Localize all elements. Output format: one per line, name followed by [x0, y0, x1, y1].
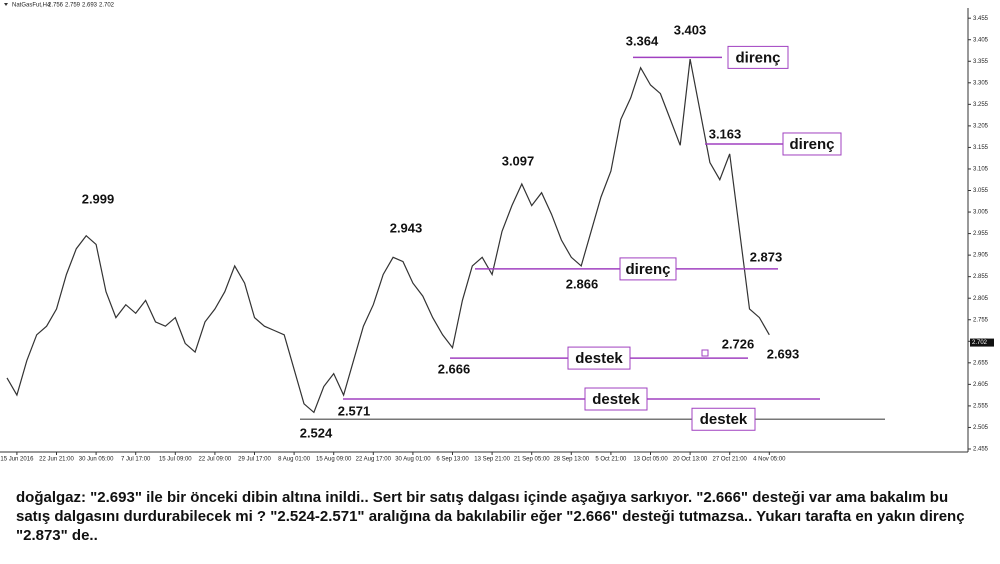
price-annotation: 2.571 [338, 403, 371, 418]
y-tick-label: 2.955 [973, 231, 989, 237]
y-tick-label: 2.555 [973, 403, 989, 409]
x-tick-label: 21 Sep 05:00 [514, 457, 550, 463]
y-tick-label: 3.455 [973, 16, 989, 22]
x-tick-label: 22 Aug 17:00 [356, 457, 392, 463]
y-tick-label: 3.105 [973, 167, 989, 173]
x-tick-label: 5 Oct 21:00 [595, 457, 627, 463]
price-annotation: 2.999 [82, 191, 115, 206]
x-tick-label: 6 Sep 13:00 [436, 457, 469, 463]
level-box [691, 407, 756, 431]
ohlc-value: 2.702 [99, 3, 115, 9]
level-box [619, 257, 677, 281]
price-annotation: 2.726 [722, 336, 755, 351]
symbol: NatGasFut,H4 [12, 3, 51, 9]
x-tick-label: 13 Oct 05:00 [633, 457, 668, 463]
price-annotation: 2.666 [438, 361, 471, 376]
ohlc-value: 2.759 [65, 3, 81, 9]
menu-arrow [4, 3, 8, 6]
x-tick-label: 22 Jul 09:00 [199, 457, 232, 463]
y-tick-label: 3.405 [973, 37, 989, 43]
y-tick-label: 2.505 [973, 425, 989, 431]
last-price-box [970, 338, 994, 347]
y-tick-label: 2.805 [973, 296, 989, 302]
y-tick-label: 2.605 [973, 382, 989, 388]
y-tick-label: 2.655 [973, 360, 989, 366]
x-tick-label: 29 Jul 17:00 [238, 457, 271, 463]
level-label: destek [700, 411, 748, 428]
x-tick-label: 15 Jun 2016 [0, 457, 34, 463]
last-price-label: 2.702 [972, 340, 988, 346]
y-tick-label: 3.155 [973, 145, 989, 151]
x-tick-label: 15 Aug 09:00 [316, 457, 352, 463]
price-annotation: 3.403 [674, 22, 707, 37]
x-tick-label: 4 Nov 05:00 [753, 457, 786, 463]
price-line [6, 58, 770, 414]
x-tick-label: 30 Jun 05:00 [79, 457, 114, 463]
y-tick-label: 3.305 [973, 80, 989, 86]
x-tick-label: 20 Oct 13:00 [673, 457, 708, 463]
price-annotation: 2.524 [300, 425, 333, 440]
y-tick-label: 3.355 [973, 59, 989, 65]
price-annotation: 2.873 [750, 249, 783, 264]
y-tick-label: 2.855 [973, 274, 989, 280]
x-tick-label: 28 Sep 13:00 [553, 457, 589, 463]
level-label: direnç [735, 49, 780, 66]
y-tick-label: 3.255 [973, 102, 989, 108]
y-tick-label: 2.455 [973, 447, 989, 453]
x-tick-label: 8 Aug 01:00 [278, 457, 311, 463]
ohlc-value: 2.756 [48, 3, 64, 9]
price-annotation: 2.693 [767, 346, 800, 361]
price-annotation: 3.364 [626, 33, 659, 48]
price-annotation: 2.943 [390, 220, 423, 235]
chart: NatGasFut,H42.756 2.759 2.693 2.7022.4552.5… [0, 3, 994, 463]
caption: doğalgaz: "2.693" ile bir önceki dibin a… [16, 489, 965, 544]
price-annotation: 3.163 [709, 126, 742, 141]
y-tick-label: 3.205 [973, 123, 989, 129]
x-tick-label: 27 Oct 21:00 [713, 457, 748, 463]
level-box [567, 346, 631, 370]
level-box [584, 387, 648, 411]
marker-square [701, 349, 709, 357]
y-tick-label: 2.905 [973, 253, 989, 259]
y-tick-label: 3.005 [973, 210, 989, 216]
x-tick-label: 22 Jun 21:00 [39, 457, 74, 463]
level-label: destek [592, 391, 640, 408]
x-tick-label: 30 Aug 01:00 [395, 457, 431, 463]
x-tick-label: 15 Jul 09:00 [159, 457, 192, 463]
price-annotation: 3.097 [502, 153, 535, 168]
x-tick-label: 13 Sep 21:00 [474, 457, 510, 463]
level-label: direnç [625, 261, 670, 278]
y-tick-label: 2.755 [973, 317, 989, 323]
level-box [727, 45, 789, 69]
level-box [782, 132, 842, 156]
ohlc-value: 2.693 [82, 3, 98, 9]
price-annotation: 2.866 [566, 276, 599, 291]
y-tick-label: 3.055 [973, 188, 989, 194]
level-label: direnç [789, 136, 834, 153]
level-label: destek [575, 350, 623, 367]
x-tick-label: 7 Jul 17:00 [121, 457, 151, 463]
